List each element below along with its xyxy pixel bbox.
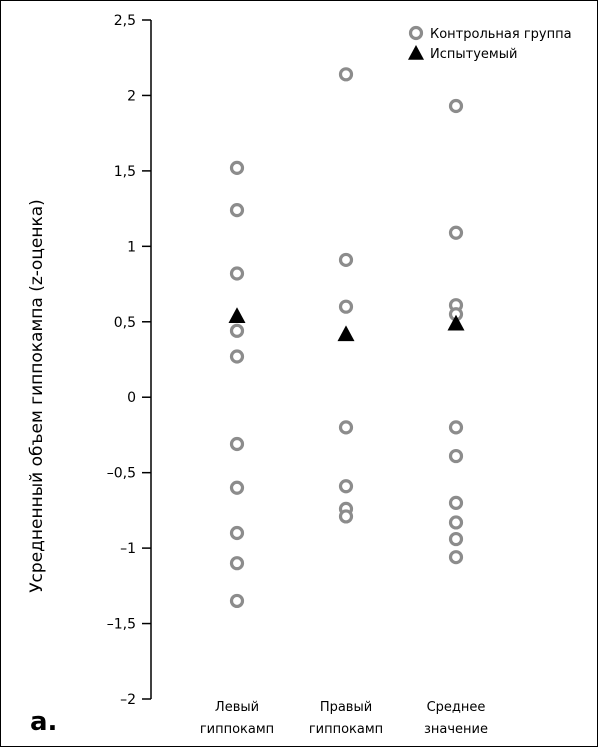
control-point <box>338 479 354 494</box>
control-point <box>229 323 245 338</box>
control-point <box>448 531 464 547</box>
y-tick-label: 1,5 <box>114 164 136 180</box>
legend-control-marker <box>408 25 424 41</box>
control-point <box>448 98 464 114</box>
control-point <box>229 436 245 452</box>
control-point <box>229 593 245 609</box>
control-point <box>229 160 245 175</box>
y-tick-label: 0,5 <box>114 315 136 331</box>
control-point <box>448 550 464 565</box>
control-point <box>448 448 464 464</box>
control-point <box>338 299 354 314</box>
y-tick-label: 2 <box>127 88 136 104</box>
subject-point <box>447 314 465 331</box>
control-point <box>229 525 245 541</box>
control-point <box>448 495 464 510</box>
control-point <box>229 266 245 281</box>
y-tick-label: –0,5 <box>107 466 136 482</box>
category-label: гиппокамп <box>200 722 274 737</box>
panel-label: а. <box>30 707 58 737</box>
y-tick-label: 2,5 <box>114 13 136 29</box>
control-point <box>229 203 245 218</box>
y-tick-label: –1 <box>120 541 136 557</box>
control-point <box>229 556 245 571</box>
control-point <box>338 67 354 82</box>
category-label: Среднее <box>427 700 486 715</box>
legend-subject-marker <box>408 45 424 60</box>
legend-subject-label: Испытуемый <box>430 47 517 62</box>
control-point <box>448 515 464 530</box>
control-point <box>448 225 464 240</box>
y-tick-label: 1 <box>127 239 136 255</box>
control-point <box>229 480 245 495</box>
subject-point <box>337 325 355 342</box>
category-label: Левый <box>215 700 259 715</box>
category-label: Правый <box>320 700 372 715</box>
control-point <box>338 252 354 268</box>
y-tick-label: –1,5 <box>107 617 136 633</box>
y-tick-label: –2 <box>120 692 136 708</box>
subject-point <box>228 307 246 323</box>
control-point <box>448 420 464 435</box>
control-point <box>338 509 354 524</box>
y-axis-title: Усредненный объем гиппокампа (z-оценка) <box>27 199 47 593</box>
legend-control-label: Контрольная группа <box>430 27 572 42</box>
control-point <box>338 420 354 435</box>
control-point <box>229 349 245 364</box>
category-label: гиппокамп <box>309 722 383 737</box>
category-label: значение <box>424 722 488 737</box>
y-tick-label: 0 <box>127 390 136 406</box>
